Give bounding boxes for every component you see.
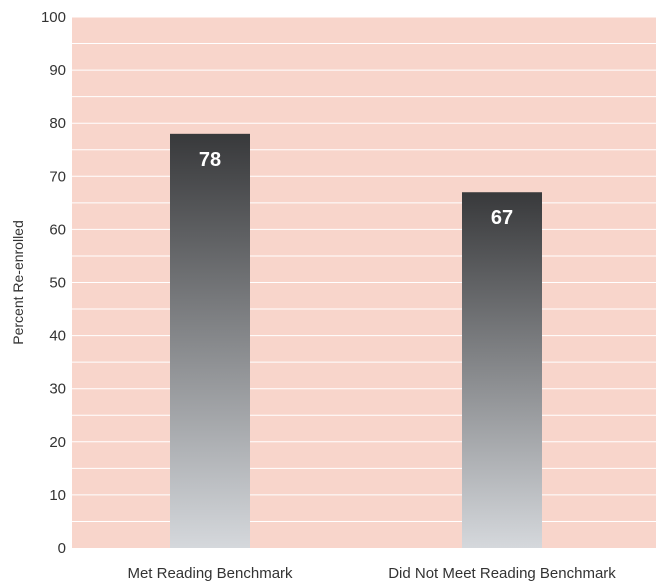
- y-tick-label: 80: [49, 115, 66, 132]
- data-label: 67: [491, 207, 513, 229]
- y-tick-label: 10: [49, 487, 66, 504]
- y-tick-label: 30: [49, 381, 66, 398]
- y-tick-label: 50: [49, 275, 66, 292]
- bar: [170, 133, 250, 548]
- bars: 78 67: [170, 133, 542, 549]
- y-tick-label: 0: [58, 540, 66, 557]
- gridlines: [72, 16, 656, 522]
- y-axis-title: Percent Re-enrolled: [10, 220, 26, 345]
- y-tick-label: 100: [41, 9, 66, 26]
- x-category-label: Did Not Meet Reading Benchmark: [388, 565, 616, 582]
- y-tick-label: 60: [49, 221, 66, 238]
- y-tick-label: 20: [49, 434, 66, 451]
- bar: [462, 192, 542, 549]
- x-axis-categories: Met Reading Benchmark Did Not Meet Readin…: [127, 565, 616, 582]
- data-label: 78: [199, 149, 221, 171]
- x-category-label: Met Reading Benchmark: [127, 565, 293, 582]
- y-tick-label: 90: [49, 62, 66, 79]
- y-tick-label: 40: [49, 328, 66, 345]
- y-axis-ticks: 0 10 20 30 40 50 60 70 80 90 100: [41, 9, 66, 557]
- y-tick-label: 70: [49, 168, 66, 185]
